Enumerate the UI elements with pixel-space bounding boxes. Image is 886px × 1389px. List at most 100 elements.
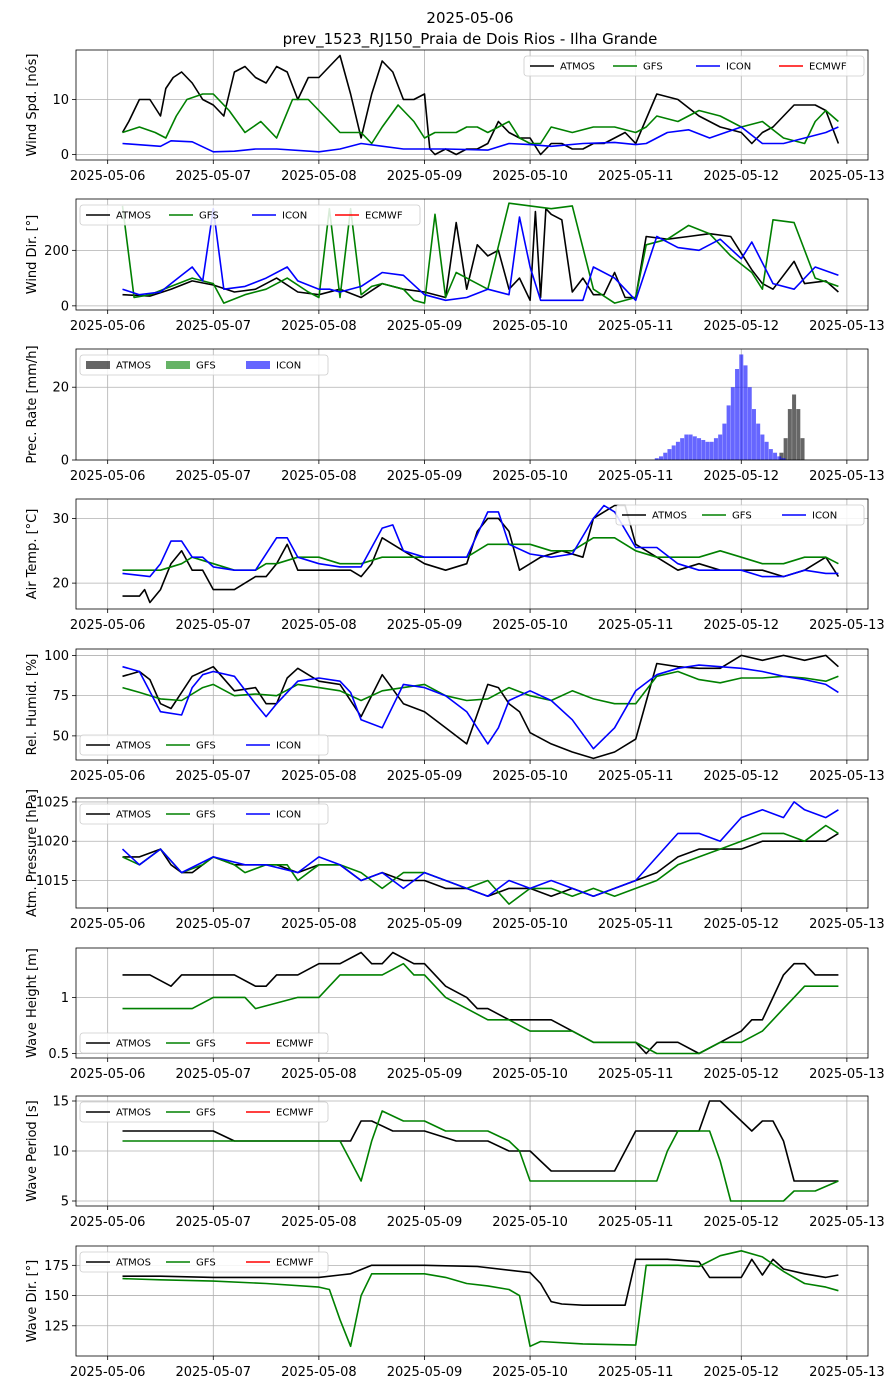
x-tick-label: 2025-05-09 [387, 917, 463, 932]
legend-label: GFS [199, 211, 219, 222]
x-tick-label: 2025-05-13 [809, 1365, 885, 1380]
precip-bar-icon [663, 452, 668, 460]
precip-bar-icon [735, 369, 740, 460]
y-tick-label: 1020 [36, 835, 69, 850]
x-tick-label: 2025-05-10 [492, 917, 568, 932]
precip-bar-icon [671, 445, 676, 460]
legend: ATMOS GFS ICON [615, 504, 865, 526]
x-tick-label: 2025-05-08 [281, 1067, 357, 1082]
y-tick-label: 15 [52, 1095, 69, 1110]
x-tick-label: 2025-05-07 [175, 618, 251, 633]
series-line-icon [122, 126, 839, 153]
x-tick-label: 2025-05-07 [175, 1365, 251, 1380]
precip-bar-atmos [787, 409, 792, 460]
precip-bar-icon [667, 449, 672, 460]
precip-bar-atmos [792, 394, 797, 460]
x-tick-label: 2025-05-07 [175, 1215, 251, 1230]
y-tick-label: 200 [44, 244, 69, 259]
precip-bar-icon [654, 458, 659, 460]
y-tick-label: 0 [61, 454, 69, 469]
y-tick-label: 30 [52, 512, 69, 527]
axes-frame [75, 348, 869, 461]
precip-bar-icon [751, 409, 756, 460]
x-tick-label: 2025-05-11 [598, 169, 674, 184]
y-axis-label: Wave Height [m] [25, 948, 40, 1058]
legend-swatch [166, 361, 190, 369]
x-tick-label: 2025-05-06 [70, 319, 146, 334]
precip-bar-atmos [779, 452, 784, 460]
x-tick-label: 2025-05-08 [281, 917, 357, 932]
x-tick-label: 2025-05-07 [175, 169, 251, 184]
x-tick-label: 2025-05-10 [492, 169, 568, 184]
y-tick-label: 5 [61, 1195, 69, 1210]
x-tick-label: 2025-05-12 [703, 1215, 779, 1230]
series-line-atmos [122, 951, 839, 1055]
legend-label: ECMWF [276, 1039, 314, 1050]
x-tick-label: 2025-05-06 [70, 1365, 146, 1380]
precip-bar-icon [713, 438, 718, 460]
legend-label: GFS [643, 62, 663, 73]
series-line-atmos [122, 654, 839, 760]
x-tick-label: 2025-05-07 [175, 769, 251, 784]
precip-bar-icon [743, 365, 748, 460]
axes-frame [75, 947, 869, 1059]
axes-frame [75, 797, 869, 909]
legend-label: ATMOS [116, 211, 151, 222]
x-tick-label: 2025-05-11 [598, 469, 674, 484]
series-line-atmos [121, 54, 840, 156]
legend-label: GFS [196, 1039, 216, 1050]
x-tick-label: 2025-05-09 [387, 1215, 463, 1230]
precip-bar-icon [747, 387, 752, 460]
precip-bar-icon [697, 438, 702, 460]
x-tick-label: 2025-05-11 [598, 1067, 674, 1082]
x-tick-label: 2025-05-10 [492, 769, 568, 784]
x-tick-label: 2025-05-12 [703, 618, 779, 633]
legend-label: ECMWF [276, 1108, 314, 1119]
legend-label: ECMWF [276, 1258, 314, 1269]
legend: ATMOS GFS ECMWF [79, 1101, 329, 1123]
precip-bar-icon [705, 441, 710, 460]
y-tick-label: 20 [52, 577, 69, 592]
precip-bar-icon [692, 436, 697, 460]
precip-bar-icon [718, 434, 723, 460]
precip-bar-icon [726, 405, 731, 460]
legend-label: ATMOS [116, 810, 151, 821]
x-tick-label: 2025-05-08 [281, 1215, 357, 1230]
x-tick-label: 2025-05-12 [703, 1365, 779, 1380]
x-tick-label: 2025-05-09 [387, 1365, 463, 1380]
legend-label: ATMOS [116, 1039, 151, 1050]
precip-bar-icon [756, 423, 761, 460]
x-tick-label: 2025-05-07 [175, 319, 251, 334]
x-tick-label: 2025-05-08 [281, 1365, 357, 1380]
legend: ATMOS GFS ICON ECMWF [79, 204, 421, 226]
legend-label: GFS [732, 511, 752, 522]
x-tick-label: 2025-05-09 [387, 1067, 463, 1082]
precip-bar-icon [675, 441, 680, 460]
x-tick-label: 2025-05-12 [703, 469, 779, 484]
x-tick-label: 2025-05-13 [809, 917, 885, 932]
legend-swatch [86, 361, 110, 369]
x-tick-label: 2025-05-07 [175, 469, 251, 484]
legend-box [79, 354, 329, 376]
x-tick-label: 2025-05-12 [703, 169, 779, 184]
precip-bar-icon [764, 441, 769, 460]
x-tick-label: 2025-05-08 [281, 769, 357, 784]
series-line-icon [122, 504, 839, 578]
axes-frame [75, 49, 869, 161]
x-tick-label: 2025-05-07 [175, 1067, 251, 1082]
precip-bar-icon [781, 458, 786, 460]
legend-label: ECMWF [365, 211, 403, 222]
x-tick-label: 2025-05-13 [809, 769, 885, 784]
chart-panels: 2025-05-06 2025-05-07 2025-05-08 2025-05-09… [25, 49, 885, 1380]
precip-bar-icon [701, 439, 706, 460]
x-tick-label: 2025-05-10 [492, 469, 568, 484]
precip-bar-atmos [783, 438, 788, 460]
x-tick-label: 2025-05-06 [70, 169, 146, 184]
chart-panel: 2025-05-06 2025-05-07 2025-05-08 2025-05-09… [25, 198, 885, 334]
legend-box [79, 1251, 329, 1273]
legend-box [79, 1101, 329, 1123]
x-tick-label: 2025-05-09 [387, 169, 463, 184]
x-tick-label: 2025-05-08 [281, 469, 357, 484]
chart-panel: 2025-05-06 2025-05-07 2025-05-08 2025-05-09… [25, 1095, 885, 1231]
chart-panel: 2025-05-06 2025-05-07 2025-05-08 2025-05-09… [25, 789, 885, 932]
